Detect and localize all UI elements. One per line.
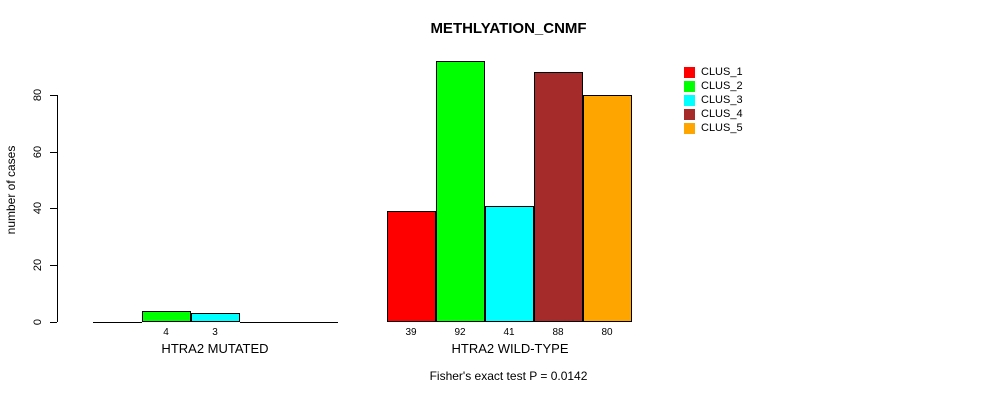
legend-swatch-clus_4 — [684, 108, 695, 120]
bar-clus_2-mutated — [141, 310, 191, 322]
legend-label-clus_5: CLUS_5 — [701, 121, 743, 134]
legend-item-clus_3: CLUS_3 — [684, 93, 743, 107]
y-tick — [50, 208, 57, 210]
legend-swatch-clus_1 — [684, 66, 695, 78]
y-axis-line — [57, 94, 58, 322]
bar-clus_5-wildtype — [582, 94, 632, 322]
y-tick-label: 60 — [32, 145, 44, 158]
x-group-label-mutated: HTRA2 MUTATED — [161, 341, 269, 356]
bar-clus_4-mutated — [239, 322, 289, 323]
legend: CLUS_1 CLUS_2 CLUS_3 CLUS_4 CLUS_5 — [684, 65, 743, 135]
bar-clus_5-mutated — [288, 322, 338, 323]
stat-annotation: Fisher's exact test P = 0.0142 — [429, 369, 588, 383]
bar-clus_2-wildtype — [435, 60, 485, 322]
y-tick — [50, 94, 57, 96]
y-tick-label: 80 — [32, 88, 44, 101]
legend-swatch-clus_3 — [684, 94, 695, 106]
legend-label-clus_1: CLUS_1 — [701, 65, 743, 78]
bar-value-label: 80 — [601, 327, 613, 338]
bar-clus_1-wildtype — [386, 211, 436, 322]
legend-label-clus_4: CLUS_4 — [701, 107, 743, 120]
bar-value-label: 39 — [405, 327, 417, 338]
bar-value-label: 4 — [163, 327, 169, 338]
legend-item-clus_4: CLUS_4 — [684, 107, 743, 121]
legend-label-clus_3: CLUS_3 — [701, 93, 743, 106]
bar-value-label: 88 — [552, 327, 564, 338]
bar-value-label: 3 — [212, 327, 218, 338]
bar-clus_4-wildtype — [533, 72, 583, 322]
bar-value-label: 92 — [454, 327, 466, 338]
y-tick — [50, 151, 57, 153]
y-tick — [50, 322, 57, 323]
y-tick-label: 0 — [32, 318, 44, 326]
chart-title: METHLYATION_CNMF — [430, 20, 587, 37]
y-tick — [50, 265, 57, 267]
y-tick-label: 40 — [32, 202, 44, 215]
legend-label-clus_2: CLUS_2 — [701, 79, 743, 92]
legend-item-clus_5: CLUS_5 — [684, 121, 743, 135]
legend-swatch-clus_5 — [684, 122, 695, 134]
y-tick-label: 20 — [32, 259, 44, 272]
bar-clus_3-wildtype — [484, 205, 534, 322]
legend-item-clus_1: CLUS_1 — [684, 65, 743, 79]
bar-value-label: 41 — [503, 327, 515, 338]
bar-clus_3-mutated — [190, 313, 240, 322]
bar-clus_1-mutated — [92, 322, 142, 323]
legend-item-clus_2: CLUS_2 — [684, 79, 743, 93]
x-group-label-wildtype: HTRA2 WILD-TYPE — [451, 341, 569, 356]
legend-swatch-clus_2 — [684, 80, 695, 92]
